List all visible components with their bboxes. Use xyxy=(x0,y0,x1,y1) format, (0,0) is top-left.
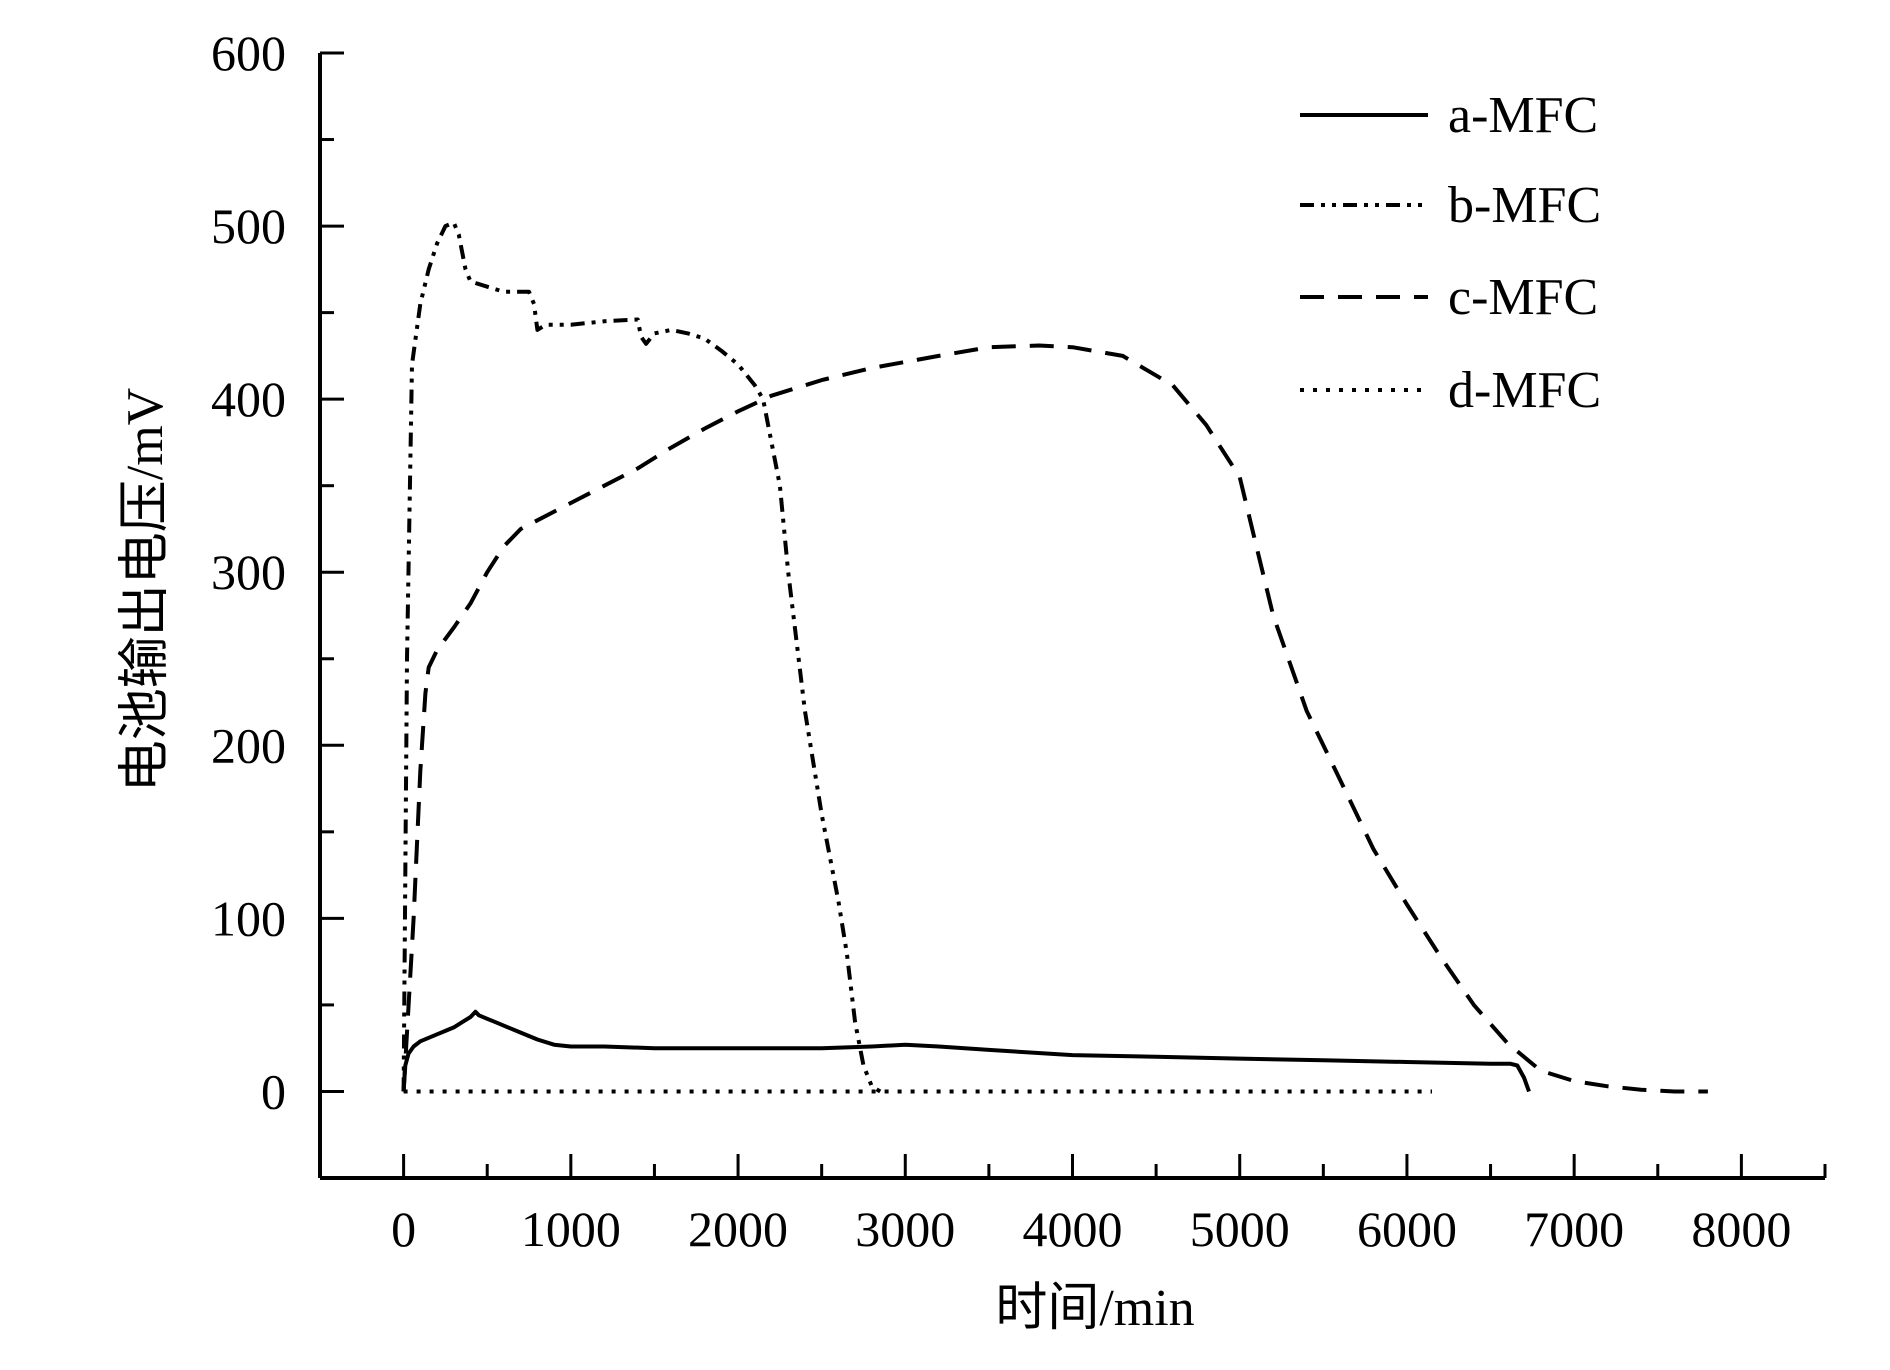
legend-label: d-MFC xyxy=(1448,362,1601,419)
x-tick-label: 8000 xyxy=(1691,1201,1791,1257)
y-tick-labels: 0 100 200 300 400 500 600 xyxy=(211,25,286,1119)
legend: a-MFC b-MFC c-MFC d-MFC xyxy=(1300,87,1601,419)
axes xyxy=(318,51,1827,1180)
x-tick-labels: 0 1000 2000 3000 4000 5000 6000 7000 8000 xyxy=(391,1201,1791,1257)
series-line-b-MFC xyxy=(401,220,882,1094)
x-tick-label: 1000 xyxy=(521,1201,621,1257)
y-tick-label: 0 xyxy=(261,1063,286,1119)
plot-series xyxy=(401,220,1708,1094)
legend-label: a-MFC xyxy=(1448,87,1598,144)
x-tick-label: 4000 xyxy=(1023,1201,1123,1257)
x-tick-label: 0 xyxy=(391,1201,416,1257)
y-tick-label: 100 xyxy=(211,890,286,946)
x-tick-label: 3000 xyxy=(855,1201,955,1257)
x-axis-title: 时间/min xyxy=(995,1280,1194,1337)
series-line-a-MFC xyxy=(401,1009,1531,1093)
y-tick-label: 200 xyxy=(211,717,286,773)
x-tick-label: 7000 xyxy=(1524,1201,1624,1257)
y-tick-label: 500 xyxy=(211,198,286,254)
y-axis-title: 电池输出电压/mV xyxy=(117,388,174,792)
x-tick-label: 6000 xyxy=(1357,1201,1457,1257)
x-tick-label: 5000 xyxy=(1190,1201,1290,1257)
y-tick-label: 600 xyxy=(211,25,286,81)
series-line-c-MFC xyxy=(401,343,1708,1094)
x-tick-label: 2000 xyxy=(688,1201,788,1257)
legend-label: b-MFC xyxy=(1448,177,1601,234)
y-tick-label: 400 xyxy=(211,371,286,427)
y-tick-label: 300 xyxy=(211,544,286,600)
legend-label: c-MFC xyxy=(1448,269,1598,326)
